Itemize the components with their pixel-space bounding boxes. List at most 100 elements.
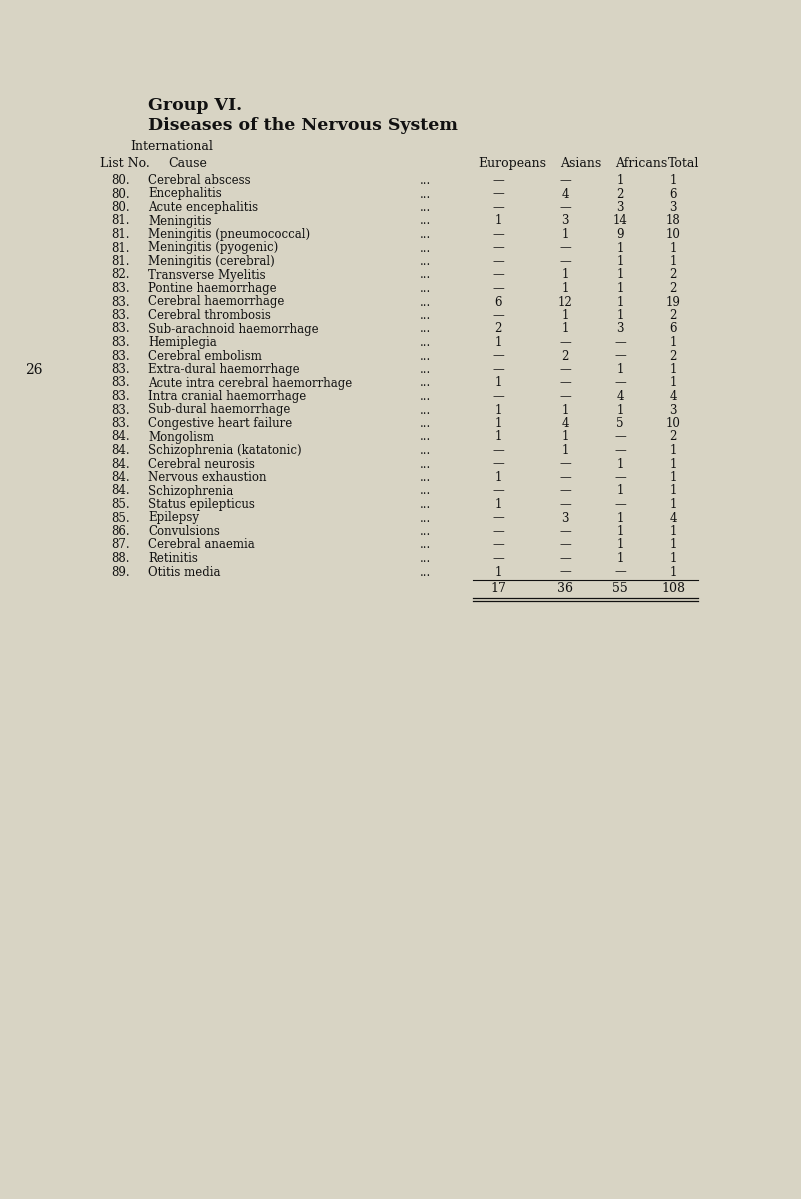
Text: ...: ... xyxy=(420,390,431,403)
Text: 17: 17 xyxy=(490,582,506,595)
Text: 81.: 81. xyxy=(111,255,130,269)
Text: Epilepsy: Epilepsy xyxy=(148,512,199,524)
Text: 1: 1 xyxy=(616,484,624,498)
Text: —: — xyxy=(614,566,626,578)
Text: —: — xyxy=(559,336,571,349)
Text: ...: ... xyxy=(420,269,431,282)
Text: ...: ... xyxy=(420,566,431,578)
Text: International: International xyxy=(130,140,213,153)
Text: —: — xyxy=(559,498,571,511)
Text: 1: 1 xyxy=(616,269,624,282)
Text: 3: 3 xyxy=(670,404,677,416)
Text: 83.: 83. xyxy=(111,376,130,390)
Text: 10: 10 xyxy=(666,228,680,241)
Text: 1: 1 xyxy=(562,430,569,444)
Text: 1: 1 xyxy=(494,566,501,578)
Text: —: — xyxy=(492,255,504,269)
Text: Meningitis (pyogenic): Meningitis (pyogenic) xyxy=(148,241,278,254)
Text: —: — xyxy=(492,484,504,498)
Text: —: — xyxy=(492,538,504,552)
Text: ...: ... xyxy=(420,349,431,362)
Text: 1: 1 xyxy=(670,444,677,457)
Text: —: — xyxy=(492,552,504,565)
Text: 2: 2 xyxy=(670,282,677,295)
Text: —: — xyxy=(559,471,571,484)
Text: 80.: 80. xyxy=(111,174,130,187)
Text: —: — xyxy=(559,174,571,187)
Text: —: — xyxy=(614,336,626,349)
Text: Meningitis (cerebral): Meningitis (cerebral) xyxy=(148,255,275,269)
Text: 3: 3 xyxy=(562,512,569,524)
Text: Cause: Cause xyxy=(168,157,207,170)
Text: Transverse Myelitis: Transverse Myelitis xyxy=(148,269,266,282)
Text: Retinitis: Retinitis xyxy=(148,552,198,565)
Text: 14: 14 xyxy=(613,215,627,228)
Text: 81.: 81. xyxy=(111,215,130,228)
Text: 5: 5 xyxy=(616,417,624,430)
Text: —: — xyxy=(559,484,571,498)
Text: 10: 10 xyxy=(666,417,680,430)
Text: ...: ... xyxy=(420,430,431,444)
Text: 4: 4 xyxy=(670,512,677,524)
Text: Sub-dural haemorrhage: Sub-dural haemorrhage xyxy=(148,404,291,416)
Text: ...: ... xyxy=(420,538,431,552)
Text: 1: 1 xyxy=(670,241,677,254)
Text: ...: ... xyxy=(420,484,431,498)
Text: —: — xyxy=(614,444,626,457)
Text: —: — xyxy=(492,241,504,254)
Text: 1: 1 xyxy=(616,404,624,416)
Text: 4: 4 xyxy=(670,390,677,403)
Text: —: — xyxy=(492,512,504,524)
Text: Europeans: Europeans xyxy=(478,157,546,170)
Text: 1: 1 xyxy=(670,566,677,578)
Text: Cerebral haemorrhage: Cerebral haemorrhage xyxy=(148,295,284,308)
Text: ...: ... xyxy=(420,444,431,457)
Text: 1: 1 xyxy=(670,498,677,511)
Text: ...: ... xyxy=(420,295,431,308)
Text: 1: 1 xyxy=(562,282,569,295)
Text: 1: 1 xyxy=(670,525,677,538)
Text: Cerebral neurosis: Cerebral neurosis xyxy=(148,458,255,470)
Text: —: — xyxy=(614,430,626,444)
Text: —: — xyxy=(492,363,504,376)
Text: ...: ... xyxy=(420,552,431,565)
Text: 1: 1 xyxy=(494,215,501,228)
Text: ...: ... xyxy=(420,376,431,390)
Text: Meningitis (pneumococcal): Meningitis (pneumococcal) xyxy=(148,228,310,241)
Text: 12: 12 xyxy=(557,295,573,308)
Text: 83.: 83. xyxy=(111,336,130,349)
Text: —: — xyxy=(614,376,626,390)
Text: Cerebral anaemia: Cerebral anaemia xyxy=(148,538,255,552)
Text: —: — xyxy=(559,525,571,538)
Text: 1: 1 xyxy=(670,363,677,376)
Text: Schizophrenia: Schizophrenia xyxy=(148,484,233,498)
Text: 87.: 87. xyxy=(111,538,130,552)
Text: 1: 1 xyxy=(670,552,677,565)
Text: —: — xyxy=(614,498,626,511)
Text: 3: 3 xyxy=(670,201,677,213)
Text: 2: 2 xyxy=(494,323,501,336)
Text: ...: ... xyxy=(420,323,431,336)
Text: Total: Total xyxy=(668,157,699,170)
Text: ...: ... xyxy=(420,187,431,200)
Text: 81.: 81. xyxy=(111,241,130,254)
Text: 1: 1 xyxy=(616,458,624,470)
Text: 4: 4 xyxy=(562,187,569,200)
Text: Nervous exhaustion: Nervous exhaustion xyxy=(148,471,267,484)
Text: —: — xyxy=(559,201,571,213)
Text: 1: 1 xyxy=(670,458,677,470)
Text: 88.: 88. xyxy=(111,552,130,565)
Text: ...: ... xyxy=(420,512,431,524)
Text: ...: ... xyxy=(420,215,431,228)
Text: 80.: 80. xyxy=(111,201,130,213)
Text: 1: 1 xyxy=(670,255,677,269)
Text: Africans: Africans xyxy=(615,157,667,170)
Text: Cerebral abscess: Cerebral abscess xyxy=(148,174,251,187)
Text: 1: 1 xyxy=(616,538,624,552)
Text: Acute encephalitis: Acute encephalitis xyxy=(148,201,258,213)
Text: 1: 1 xyxy=(670,471,677,484)
Text: Convulsions: Convulsions xyxy=(148,525,220,538)
Text: —: — xyxy=(492,269,504,282)
Text: 1: 1 xyxy=(670,336,677,349)
Text: 2: 2 xyxy=(616,187,624,200)
